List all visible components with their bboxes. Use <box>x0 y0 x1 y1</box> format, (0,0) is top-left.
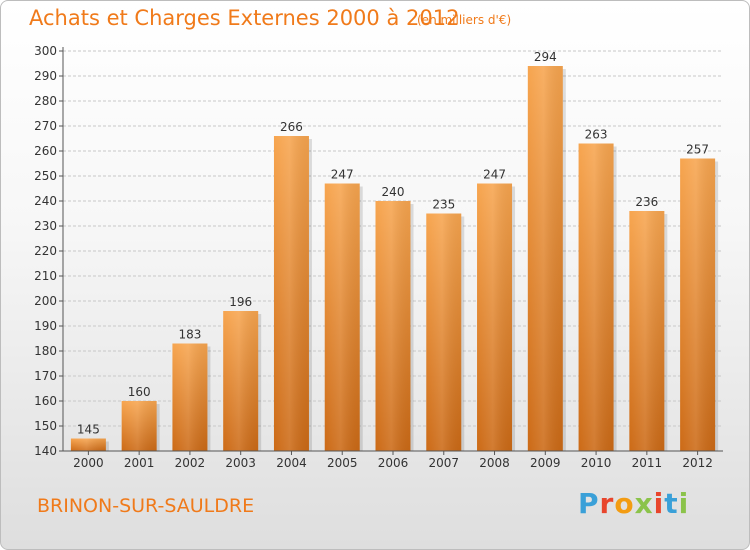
y-tick-label: 240 <box>34 194 57 208</box>
x-tick-label: 2006 <box>378 456 409 470</box>
x-tick-label: 2010 <box>581 456 612 470</box>
y-tick-label: 220 <box>34 244 57 258</box>
chart-unit: (en milliers d'€) <box>417 13 512 27</box>
bar-shine <box>578 143 614 451</box>
chart-title: Achats et Charges Externes 2000 à 2012 <box>29 6 460 30</box>
value-label: 257 <box>686 143 709 157</box>
y-tick-label: 200 <box>34 294 57 308</box>
y-tick-label: 180 <box>34 344 57 358</box>
value-label: 240 <box>382 185 405 199</box>
y-tick-label: 230 <box>34 219 57 233</box>
bar-shine <box>273 136 309 451</box>
y-tick-label: 160 <box>34 394 57 408</box>
x-tick-label: 2009 <box>530 456 561 470</box>
y-tick-label: 250 <box>34 169 57 183</box>
logo-letter: P <box>578 487 600 520</box>
bar-shine <box>70 438 106 451</box>
value-label: 236 <box>635 195 658 209</box>
commune-name: BRINON-SUR-SAULDRE <box>37 495 255 517</box>
value-label: 263 <box>585 128 608 142</box>
y-tick-label: 170 <box>34 369 57 383</box>
x-tick-label: 2008 <box>479 456 510 470</box>
value-label: 145 <box>77 423 100 437</box>
bar-shine <box>172 343 208 451</box>
proxiti-logo: Proxiti <box>578 487 689 520</box>
y-tick-label: 140 <box>34 444 57 458</box>
value-label: 183 <box>178 328 201 342</box>
x-tick-label: 2007 <box>428 456 459 470</box>
bar-shine <box>680 158 716 451</box>
value-label: 196 <box>229 295 252 309</box>
value-label: 247 <box>331 168 354 182</box>
x-tick-label: 2003 <box>225 456 256 470</box>
bar-shine <box>121 401 157 451</box>
value-label: 160 <box>128 385 151 399</box>
logo-letter: i <box>653 487 665 520</box>
value-label: 294 <box>534 50 557 64</box>
y-tick-label: 190 <box>34 319 57 333</box>
x-tick-label: 2002 <box>175 456 206 470</box>
logo-letter: t <box>664 487 679 520</box>
bar-shine <box>375 201 411 451</box>
bar-shine <box>629 211 665 451</box>
x-tick-label: 2001 <box>124 456 155 470</box>
bar-shine <box>324 183 360 451</box>
logo-letter: i <box>678 487 690 520</box>
value-label: 266 <box>280 120 303 134</box>
y-tick-label: 300 <box>34 44 57 58</box>
value-label: 247 <box>483 168 506 182</box>
x-tick-label: 2012 <box>682 456 713 470</box>
bar-shine <box>477 183 513 451</box>
bar-shine <box>527 66 563 451</box>
value-label: 235 <box>432 198 455 212</box>
logo-letter: x <box>634 487 654 520</box>
y-tick-label: 260 <box>34 144 57 158</box>
y-tick-label: 290 <box>34 69 57 83</box>
axes: 140 150 160 170 180 190 200 210 220 230 240 250 260 2… <box>34 44 723 470</box>
x-tick-label: 2011 <box>632 456 663 470</box>
x-tick-label: 2005 <box>327 456 358 470</box>
logo-letter: r <box>599 487 615 520</box>
y-tick-label: 210 <box>34 269 57 283</box>
x-tick-label: 2000 <box>73 456 104 470</box>
bar-shine <box>426 213 462 451</box>
y-tick-label: 280 <box>34 94 57 108</box>
x-tick-label: 2004 <box>276 456 307 470</box>
bars: 145 160 183 196 266 247 240 235 247 294 263 236 257 <box>70 50 719 451</box>
bar-shine <box>223 311 259 451</box>
y-tick-label: 150 <box>34 419 57 433</box>
logo-letter: o <box>614 487 635 520</box>
y-tick-label: 270 <box>34 119 57 133</box>
